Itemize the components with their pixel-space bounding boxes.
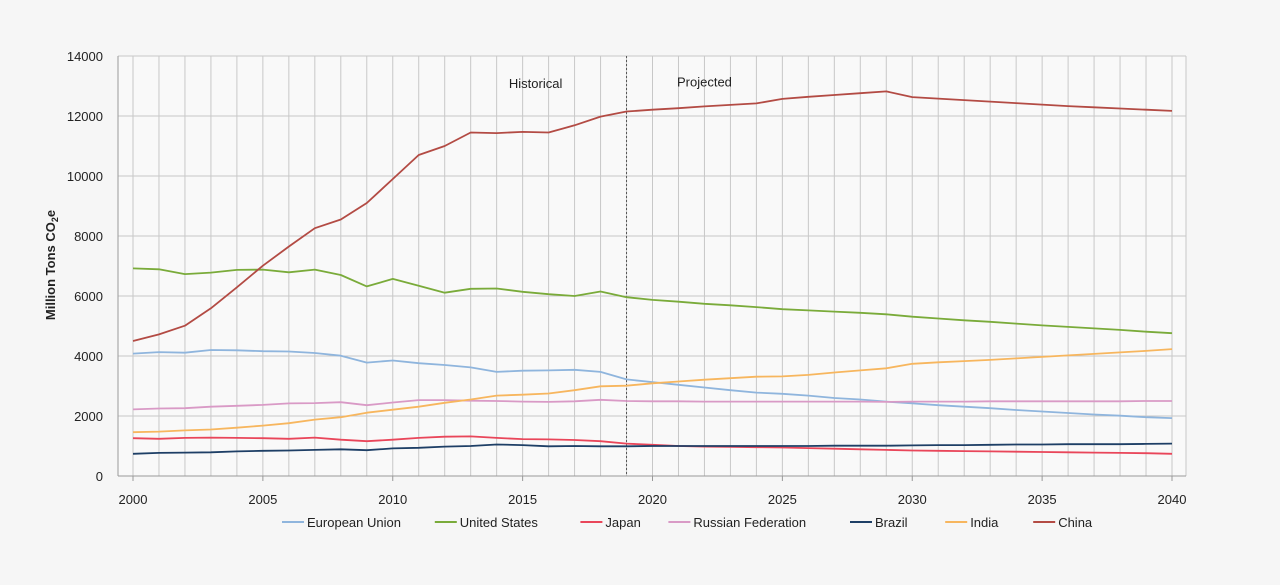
x-tick-label: 2030	[898, 492, 927, 507]
legend-label-european-union: European Union	[307, 515, 401, 530]
annotations: Historical Projected	[509, 75, 732, 92]
series-line-united-states	[132, 267, 1173, 335]
axes: 0 2000 4000 6000 8000 10000 12000 14000 2000 2005…	[67, 49, 1187, 507]
series-line-india	[132, 348, 1173, 434]
x-tick-label: 2000	[119, 492, 148, 507]
annotation-label: Historical	[509, 76, 563, 91]
legend-label-united-states: United States	[460, 515, 539, 530]
grid	[118, 55, 1187, 477]
legend-label-japan: Japan	[605, 515, 640, 530]
x-tick-label: 2015	[508, 492, 537, 507]
series-line-russian-federation	[132, 398, 1172, 411]
x-tick-label: 2035	[1028, 492, 1057, 507]
x-tick-label: 2040	[1158, 492, 1187, 507]
x-tick-label: 2020	[638, 492, 667, 507]
y-tick-label: 4000	[74, 349, 103, 364]
x-tick-label: 2005	[248, 492, 277, 507]
x-tick-label: 2025	[768, 492, 797, 507]
legend-label-russian-federation: Russian Federation	[693, 515, 806, 530]
series-line-brazil	[132, 442, 1173, 455]
x-tick-label: 2010	[378, 492, 407, 507]
legend: European Union United States Japan Russian …	[282, 515, 1093, 530]
y-tick-label: 2000	[74, 409, 103, 424]
legend-label-china: China	[1058, 515, 1093, 530]
series-line-japan	[132, 435, 1173, 455]
y-axis-label: Million Tons CO2e	[43, 210, 60, 320]
y-tick-label: 6000	[74, 289, 103, 304]
y-tick-label: 0	[96, 469, 103, 484]
y-tick-label: 8000	[74, 229, 103, 244]
series-line-european-union	[132, 349, 1173, 419]
y-tick-label: 10000	[67, 169, 103, 184]
legend-label-brazil: Brazil	[875, 515, 908, 530]
series-line-china	[132, 90, 1173, 342]
series-lines	[132, 90, 1173, 455]
y-tick-label: 12000	[67, 109, 103, 124]
y-tick-label: 14000	[67, 49, 103, 64]
annotation-label: Projected	[677, 75, 732, 90]
legend-label-india: India	[970, 515, 999, 530]
